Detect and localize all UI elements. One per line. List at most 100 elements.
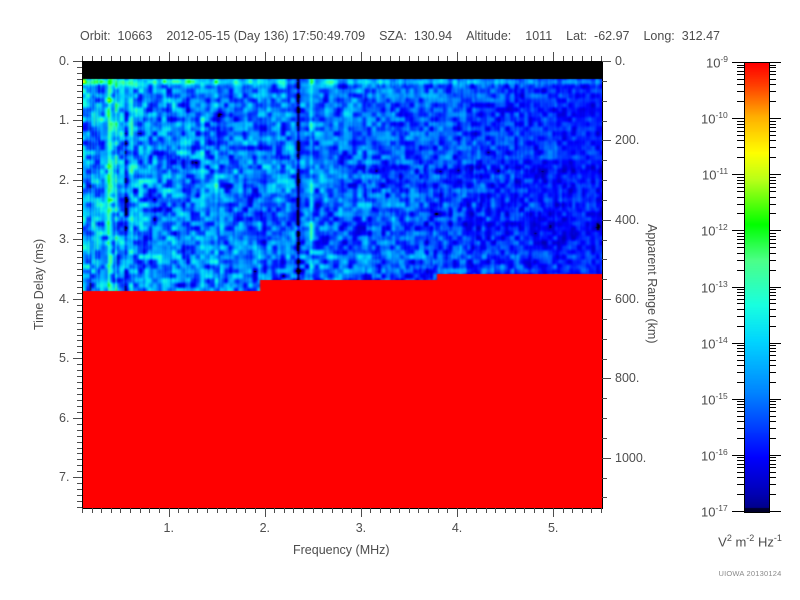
lat-label: Lat:: [566, 29, 588, 43]
cbar-major-tick-left: [732, 511, 744, 512]
cbar-minor-tick-left: [737, 467, 744, 469]
x-tick-label: 4.: [451, 521, 463, 535]
y-tick-label: 4.: [59, 291, 70, 306]
cbar-minor-tick-left: [737, 351, 744, 353]
x-tick-minor: [130, 508, 132, 513]
cbar-tick-exponent: -13: [715, 278, 728, 289]
cbar-minor-tick-right: [769, 157, 776, 159]
y-tick-minor: [77, 144, 82, 146]
cbar-minor-tick-left: [737, 325, 744, 327]
y2-tick-major: [602, 219, 611, 221]
x-tick-minor: [447, 508, 449, 513]
y-tick-minor: [77, 138, 82, 140]
x-tick-minor: [418, 508, 420, 513]
cbar-tick-exponent: -15: [715, 390, 728, 401]
cbar-minor-tick-left: [737, 101, 744, 103]
x-tick-minor: [322, 508, 324, 513]
x-tick-minor: [303, 508, 305, 513]
credit-label: UIOWA 20130124: [718, 569, 782, 578]
y-tick-minor: [77, 447, 82, 449]
x-tick-minor-top: [572, 56, 574, 61]
cbar-minor-tick-left: [737, 457, 744, 459]
y-tick-major: [73, 477, 82, 479]
y-tick-minor: [77, 346, 82, 348]
y-tick-minor: [77, 168, 82, 170]
x-tick-minor: [399, 508, 401, 513]
unit-volts-exp: 2: [726, 533, 732, 543]
x-tick-minor: [149, 508, 151, 513]
x-tick-minor: [178, 508, 180, 513]
x-tick-label: 1.: [163, 521, 174, 535]
cbar-tick-mantissa: 10: [701, 392, 716, 408]
x-tick-minor-top: [274, 56, 276, 61]
cbar-minor-tick-left: [737, 186, 744, 188]
x-tick-minor-top: [418, 56, 420, 61]
y-tick-major: [73, 298, 82, 300]
x-tick-minor-top: [120, 56, 122, 61]
cbar-major-tick-right: [769, 118, 781, 120]
y2-tick-major: [602, 140, 611, 142]
x-tick-minor: [226, 508, 228, 513]
cbar-minor-tick-right: [769, 467, 776, 469]
cbar-minor-tick-right: [769, 404, 776, 406]
x-tick-minor: [533, 508, 535, 513]
x-tick-minor: [437, 508, 439, 513]
y-tick-minor: [77, 185, 82, 187]
cbar-minor-tick-right: [769, 130, 776, 132]
x-tick-minor-top: [245, 56, 247, 61]
cbar-tick-exponent: -12: [715, 222, 728, 233]
y-tick-minor: [77, 441, 82, 443]
x-tick-minor-top: [130, 56, 132, 61]
y-tick-minor: [77, 162, 82, 164]
x-tick-minor-top: [389, 56, 391, 61]
x-tick-minor-top: [158, 56, 160, 61]
y-tick-minor: [77, 507, 82, 508]
y-tick-label: 0.: [59, 54, 70, 68]
unit-meters-exp: -2: [746, 533, 755, 543]
y2-tick-minor: [602, 239, 607, 241]
x-tick-major: [168, 508, 170, 517]
y-tick-minor: [77, 108, 82, 110]
y2-tick-minor: [602, 100, 607, 102]
cbar-minor-tick-left: [737, 203, 744, 205]
y-tick-major: [73, 61, 82, 62]
y-tick-minor: [77, 382, 82, 384]
y-tick-label: 5.: [59, 351, 70, 366]
cbar-tick-exponent: -16: [715, 446, 728, 457]
cbar-major-tick-right: [769, 511, 781, 512]
y-tick-minor: [77, 376, 82, 378]
y2-tick-label: 400.: [615, 212, 640, 227]
y-tick-minor: [77, 72, 82, 74]
cbar-minor-tick-right: [769, 186, 776, 188]
cbar-tick-label: 10-12: [701, 222, 728, 238]
y-tick-minor: [77, 435, 82, 437]
x-tick-minor: [120, 508, 122, 513]
cbar-minor-tick-right: [769, 101, 776, 103]
x-tick-minor-top: [447, 56, 449, 61]
y-tick-major: [73, 417, 82, 419]
cbar-tick-mantissa: 10: [701, 504, 716, 520]
cbar-minor-tick-left: [737, 213, 744, 215]
y-tick-minor: [77, 173, 82, 175]
long-label: Long:: [643, 29, 675, 43]
cbar-minor-tick-left: [737, 359, 744, 361]
y-tick-minor: [77, 352, 82, 354]
x-tick-minor: [466, 508, 468, 513]
cbar-minor-tick-right: [769, 345, 776, 347]
x-tick-minor: [101, 508, 103, 513]
x-tick-minor-top: [303, 56, 305, 61]
cbar-minor-tick-right: [769, 348, 776, 350]
x-tick-minor: [572, 508, 574, 513]
x-tick-minor-top: [524, 56, 526, 61]
cbar-minor-tick-left: [737, 484, 744, 486]
cbar-minor-tick-left: [737, 182, 744, 184]
cbar-minor-tick-left: [737, 421, 744, 423]
cbar-minor-tick-left: [737, 404, 744, 406]
x-tick-major: [360, 508, 362, 517]
x-tick-minor-top: [466, 56, 468, 61]
x-tick-minor: [139, 508, 141, 513]
x-tick-label: 2.: [259, 521, 271, 535]
y-tick-minor: [77, 78, 82, 80]
x-tick-minor-top: [341, 56, 343, 61]
x-tick-major-top: [168, 52, 170, 61]
